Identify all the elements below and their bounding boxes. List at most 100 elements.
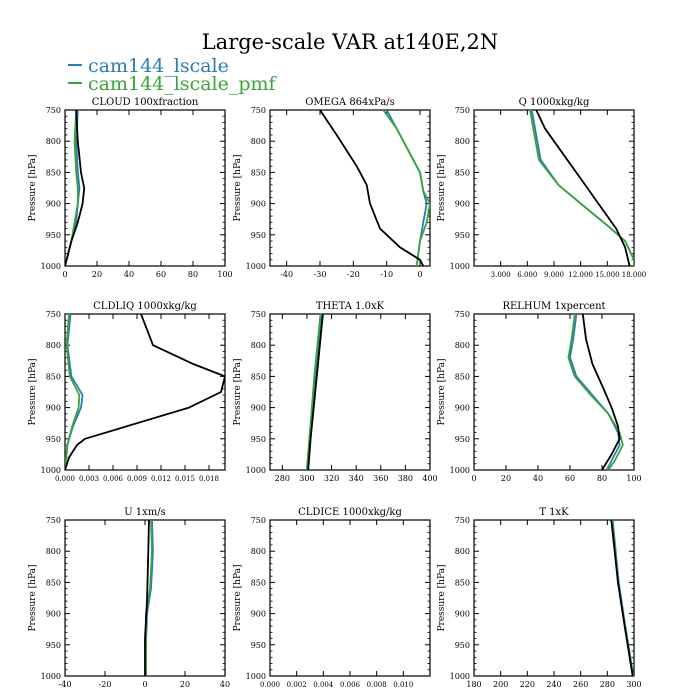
y-tick-label: 1000 [450, 466, 470, 475]
y-tick-label: 750 [46, 310, 61, 319]
y-tick-label: 900 [251, 200, 266, 209]
x-tick-label: 20 [180, 680, 190, 689]
y-tick-label: 800 [251, 137, 266, 146]
y-tick-label: 850 [251, 372, 266, 381]
x-tick-label: 360 [373, 474, 388, 483]
y-tick-label: 900 [455, 404, 470, 413]
x-tick-label: 220 [520, 680, 535, 689]
x-tick-label: 240 [546, 680, 561, 689]
x-tick-label: 280 [600, 680, 615, 689]
panel-8: CLDICE 1000xkg/kg75080085090095010000.00… [233, 507, 431, 689]
series-line-cam144-lscale [385, 110, 428, 266]
y-axis-label: Pressure [hPa] [233, 564, 243, 631]
x-tick-label: 0.002 [287, 681, 307, 689]
x-tick-label: 320 [324, 474, 339, 483]
x-tick-label: 100 [626, 474, 641, 483]
y-tick-label: 950 [46, 231, 61, 240]
x-tick-label: 6.000 [517, 271, 537, 279]
x-tick-label: 400 [422, 474, 437, 483]
panel-title: T 1xK [539, 507, 569, 518]
y-tick-label: 850 [455, 168, 470, 177]
y-tick-label: 800 [455, 547, 470, 556]
x-tick-label: -10 [380, 270, 393, 279]
y-tick-label: 750 [251, 310, 266, 319]
y-tick-label: 950 [251, 641, 266, 650]
y-tick-label: 800 [455, 341, 470, 350]
x-tick-label: -40 [59, 680, 72, 689]
series-line-reference [610, 520, 634, 676]
panel-title: Q 1000xkg/kg [519, 97, 590, 108]
x-tick-label: 0.004 [313, 681, 334, 689]
panel-7: U 1xm/s 750 800 850 900 950 1000-40 -20 0 20 40 Pre… [28, 507, 230, 689]
x-tick-label: 180 [466, 680, 481, 689]
panel-frame [473, 519, 635, 677]
y-axis-label: Pressure [hPa] [437, 564, 447, 631]
y-tick-label: 1000 [246, 466, 266, 475]
series-line-reference [581, 314, 621, 470]
y-tick-label: 850 [455, 372, 470, 381]
y-tick-label: 750 [455, 310, 470, 319]
x-tick-label: 0.006 [103, 475, 124, 483]
panel-2: OMEGA 864xPa/s 750 800 850 900 950 1000 -40 -30 -… [233, 97, 431, 279]
y-tick-label: 750 [455, 516, 470, 525]
x-tick-label: 0.018 [199, 475, 219, 483]
x-tick-label: 40 [533, 474, 543, 483]
x-tick-label: 12.000 [568, 271, 593, 279]
y-tick-label: 1000 [246, 262, 266, 271]
x-tick-label: 40 [220, 680, 230, 689]
legend-swatch [68, 82, 82, 84]
x-tick-label: 0.000 [260, 681, 280, 689]
x-tick-label: 0 [142, 680, 147, 689]
x-tick-label: 0.015 [175, 475, 195, 483]
y-tick-label: 750 [46, 106, 61, 115]
panel-title: OMEGA 864xPa/s [305, 97, 395, 108]
legend-swatch [68, 64, 82, 66]
panel-frame [64, 313, 226, 471]
panel-frame [473, 109, 635, 267]
series-line-cam144-lscale [611, 520, 634, 676]
panel-title: CLOUD 100xfraction [92, 97, 199, 108]
series-line-cam144-lscale-pmf [382, 110, 430, 266]
y-tick-label: 800 [46, 547, 61, 556]
series-line-cam144-lscale-pmf [145, 520, 153, 676]
x-tick-label: 260 [573, 680, 588, 689]
x-tick-label: 0.000 [55, 475, 75, 483]
x-tick-label: 0 [62, 270, 67, 279]
panel-title: U 1xm/s [124, 507, 166, 518]
y-axis-label: Pressure [hPa] [437, 154, 447, 221]
y-tick-label: 800 [455, 137, 470, 146]
series-line-reference [65, 110, 86, 266]
panel-frame [269, 313, 431, 471]
x-tick-label: 0.008 [367, 681, 387, 689]
x-tick-label: 0 [417, 270, 422, 279]
x-tick-label: 0.012 [151, 475, 171, 483]
y-axis-label: Pressure [hPa] [233, 358, 243, 425]
panel-title: THETA 1.0xK [316, 301, 385, 312]
legend-label: cam144_lscale [88, 55, 229, 77]
y-tick-label: 900 [251, 404, 266, 413]
x-tick-label: 280 [275, 474, 290, 483]
y-axis-label: Pressure [hPa] [28, 358, 38, 425]
panel-frame [473, 313, 635, 471]
x-tick-label: 300 [299, 474, 314, 483]
x-tick-label: 20 [501, 474, 511, 483]
panel-title: CLDLIQ 1000xkg/kg [93, 301, 197, 312]
y-tick-label: 750 [455, 106, 470, 115]
y-tick-label: 900 [455, 200, 470, 209]
x-tick-label: 15.000 [595, 271, 620, 279]
y-tick-label: 1000 [450, 672, 470, 681]
y-tick-label: 1000 [41, 262, 61, 271]
series-line-reference [307, 314, 324, 470]
y-axis-label: Pressure [hPa] [28, 154, 38, 221]
panel-title: RELHUM 1xpercent [502, 301, 605, 312]
x-tick-label: -40 [280, 270, 293, 279]
y-tick-label: 750 [46, 516, 61, 525]
y-tick-label: 850 [46, 578, 61, 587]
series-line-reference [535, 110, 631, 266]
x-tick-label: -20 [347, 270, 360, 279]
series-line-reference [319, 110, 425, 266]
x-tick-label: 80 [597, 474, 607, 483]
x-tick-label: -30 [314, 270, 327, 279]
